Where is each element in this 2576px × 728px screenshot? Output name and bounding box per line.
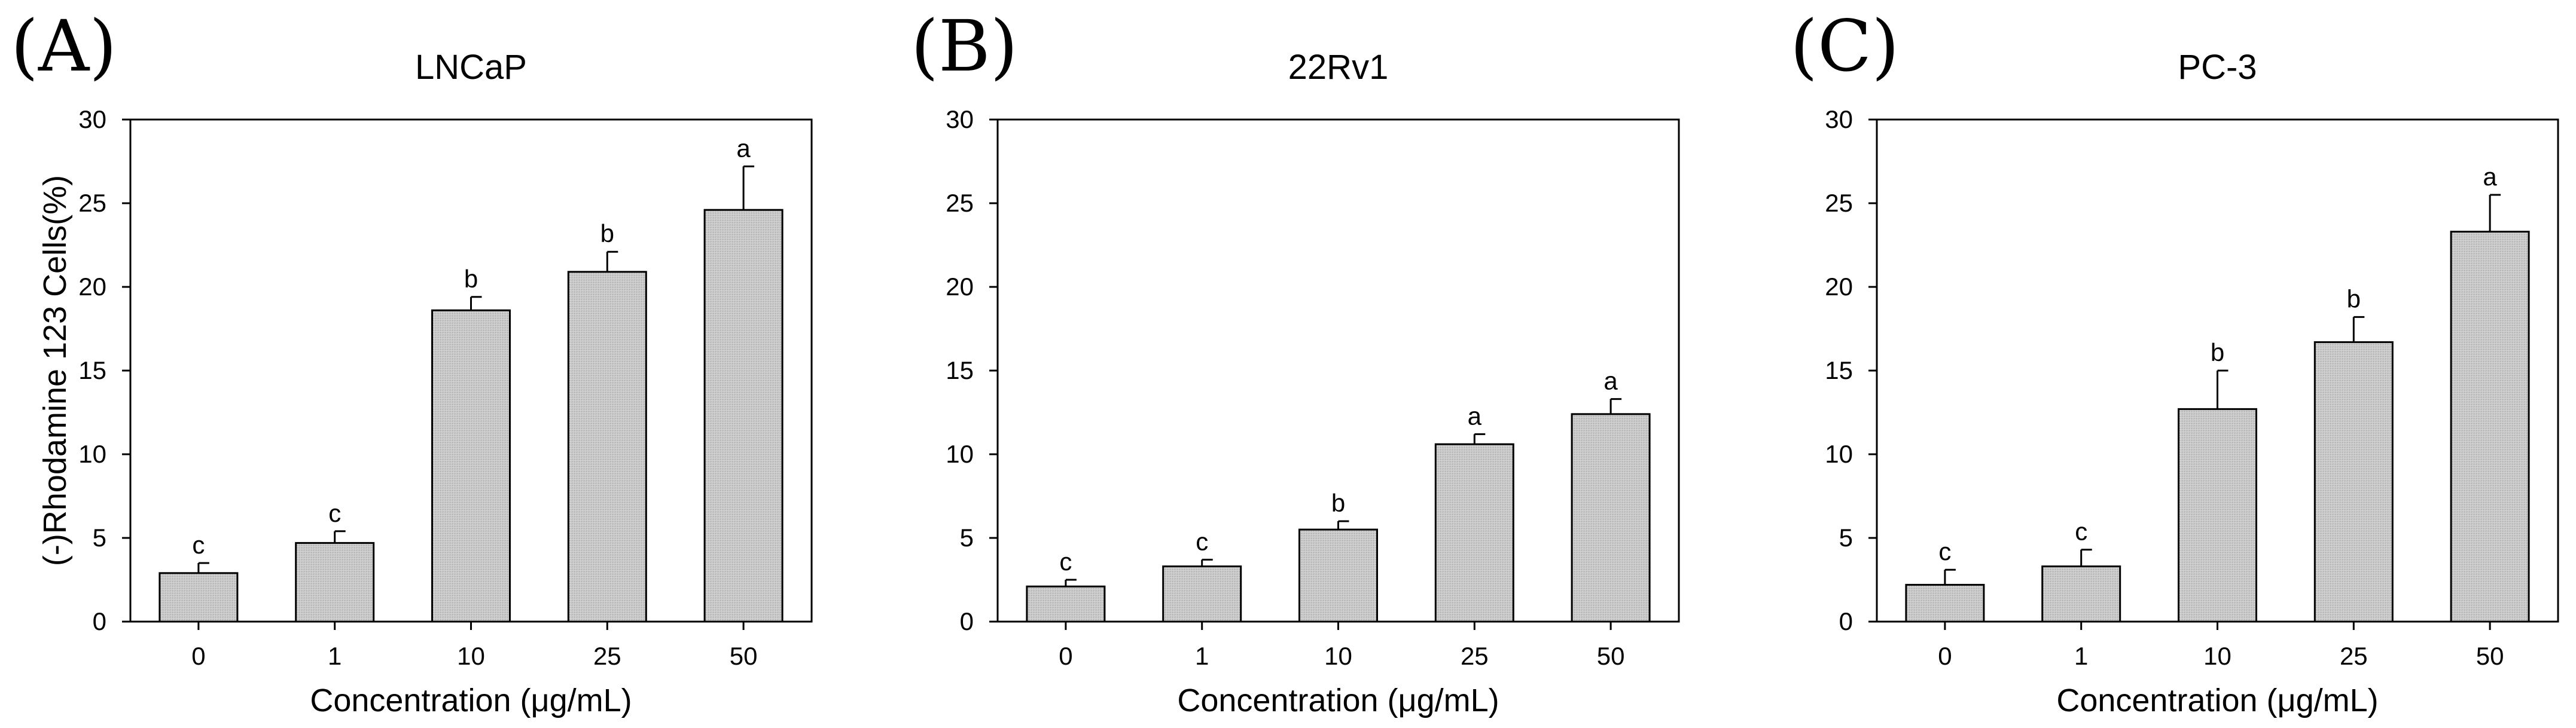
- y-axis-label: (-)Rhodamine 123 Cells(%): [37, 175, 73, 566]
- y-tick-label: 0: [960, 607, 974, 635]
- x-tick-label: 50: [730, 642, 758, 670]
- significance-label: a: [1468, 402, 1482, 430]
- x-tick-label: 1: [328, 642, 342, 670]
- x-axis-label: Concentration (μg/mL): [1177, 683, 1499, 718]
- y-tick-label: 5: [93, 524, 106, 552]
- significance-label: a: [736, 134, 751, 162]
- y-tick-label: 15: [78, 356, 106, 384]
- significance-label: a: [2483, 163, 2497, 191]
- y-tick-label: 25: [78, 189, 106, 217]
- x-axis-label: Concentration (μg/mL): [2056, 683, 2378, 718]
- y-tick-label: 30: [1825, 105, 1853, 133]
- panel-title: LNCaP: [415, 48, 527, 87]
- significance-label: b: [2211, 338, 2224, 366]
- bar: [567, 271, 647, 623]
- x-tick-label: 25: [593, 642, 621, 670]
- panel-letter: (C): [1790, 5, 1899, 87]
- plot-frame: [129, 118, 813, 623]
- y-tick-label: 0: [1839, 607, 1853, 635]
- significance-label: c: [328, 499, 341, 527]
- significance-label: c: [1196, 527, 1208, 555]
- significance-label: c: [1059, 547, 1072, 576]
- x-tick-label: 50: [1597, 642, 1625, 670]
- y-tick-label: 20: [78, 273, 106, 301]
- y-tick-label: 20: [946, 273, 974, 301]
- y-tick-label: 25: [946, 189, 974, 217]
- x-tick-label: 0: [1938, 642, 1952, 670]
- x-tick-label: 25: [2340, 642, 2368, 670]
- y-tick-label: 0: [93, 607, 106, 635]
- panel-title: 22Rv1: [1288, 48, 1389, 87]
- significance-label: c: [192, 531, 205, 559]
- bar: [703, 209, 784, 623]
- bar: [1571, 413, 1651, 623]
- bar: [1162, 565, 1242, 623]
- y-tick-label: 20: [1825, 273, 1853, 301]
- bar: [2313, 341, 2394, 623]
- y-tick-label: 5: [1839, 524, 1853, 552]
- y-tick-label: 10: [1825, 440, 1853, 468]
- x-tick-label: 50: [2476, 642, 2504, 670]
- bar: [2178, 408, 2257, 623]
- x-tick-label: 25: [1461, 642, 1489, 670]
- x-tick-label: 1: [2074, 642, 2088, 670]
- panel-letter: (B): [911, 5, 1018, 87]
- significance-label: a: [1603, 367, 1618, 395]
- x-tick-label: 10: [1324, 642, 1352, 670]
- x-tick-label: 1: [1195, 642, 1209, 670]
- panel-letter: (A): [11, 5, 117, 87]
- y-tick-label: 10: [946, 440, 974, 468]
- x-tick-label: 0: [191, 642, 205, 670]
- significance-label: b: [464, 265, 478, 293]
- plot-frame: [996, 118, 1680, 623]
- significance-label: c: [2075, 518, 2087, 546]
- significance-label: b: [600, 219, 614, 247]
- x-tick-label: 0: [1059, 642, 1072, 670]
- y-tick-label: 25: [1825, 189, 1853, 217]
- y-tick-label: 10: [78, 440, 106, 468]
- panel-title: PC-3: [2178, 48, 2257, 87]
- y-tick-label: 30: [78, 105, 106, 133]
- y-tick-label: 15: [1825, 356, 1853, 384]
- bar: [295, 542, 375, 623]
- bar: [2450, 231, 2530, 623]
- significance-label: b: [1331, 489, 1345, 517]
- bar: [2041, 565, 2121, 623]
- bar: [1905, 583, 1985, 623]
- bar: [1026, 585, 1106, 623]
- bar: [158, 572, 239, 623]
- x-tick-label: 10: [457, 642, 485, 670]
- y-tick-label: 5: [960, 524, 974, 552]
- significance-label: b: [2347, 285, 2361, 313]
- y-tick-label: 30: [946, 105, 974, 133]
- bar: [431, 309, 511, 623]
- bar: [1434, 443, 1514, 623]
- x-tick-label: 10: [2203, 642, 2231, 670]
- significance-label: c: [1938, 537, 1951, 565]
- x-axis-label: Concentration (μg/mL): [310, 683, 632, 718]
- plot-frame: [1876, 118, 2559, 623]
- bar: [1298, 528, 1378, 623]
- y-tick-label: 15: [946, 356, 974, 384]
